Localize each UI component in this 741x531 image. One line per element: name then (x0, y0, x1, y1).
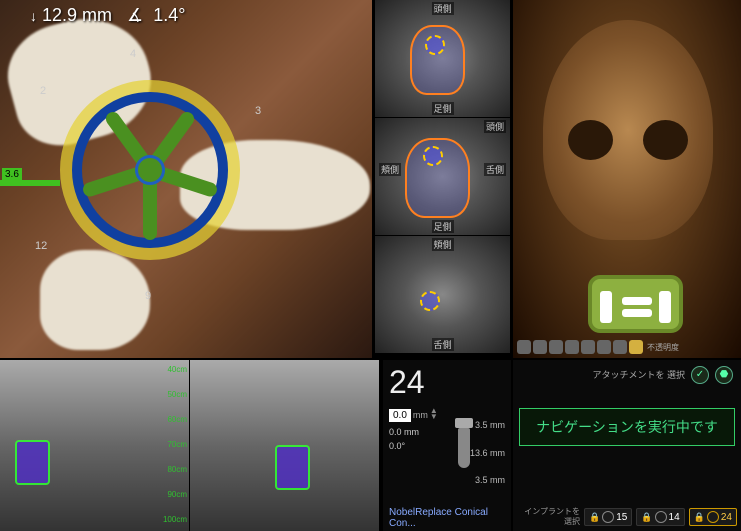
scale-tick: 60cm (167, 415, 187, 424)
offset-unit: mm (413, 410, 428, 420)
scale-tick: 100cm (163, 515, 187, 524)
confirm-button[interactable]: ✓ (691, 366, 709, 384)
skull-volume (543, 20, 713, 240)
implant-marker (425, 35, 445, 55)
surgical-guide-overlay (588, 275, 683, 333)
implant-select-label: インプラントを 選択 (517, 507, 580, 527)
depth-scale: 40cm 50cm 60cm 70cm 80cm 90cm 100cm (157, 360, 187, 531)
orient-label: 頬側 (431, 238, 453, 251)
implant-info-panel: 24 0.0mm▲▼ 0.0 mm 0.0° 3.5 mm 13.6 mm 3.… (383, 360, 511, 531)
skull-3d-view[interactable]: 不透明度 (513, 0, 741, 358)
tooth-number: 24 (389, 364, 505, 401)
scale-tick: 70cm (167, 440, 187, 449)
view-thumb[interactable] (581, 340, 595, 354)
clock-tick: 3 (255, 105, 261, 117)
orient-label: 足側 (431, 220, 453, 233)
tracking-camera-panel: 40cm 50cm 60cm 70cm 80cm 90cm 100cm (0, 360, 380, 531)
badge-icon (707, 511, 719, 523)
scale-tick: 40cm (167, 365, 187, 374)
orient-label: 頭側 (484, 120, 506, 133)
lock-icon: 🔒 (694, 512, 705, 523)
orient-label: 舌側 (484, 163, 506, 176)
measurement-readout: ↓ 12.9 mm ∡ 1.4° (30, 5, 185, 26)
tracker-marker (15, 440, 50, 485)
offset-value[interactable]: 0.0 (389, 409, 411, 422)
badge-icon (655, 511, 667, 523)
clock-tick: 12 (35, 240, 47, 252)
implant-lock-14[interactable]: 🔒 14 (636, 508, 684, 526)
attachment-label: アタッチメントを 選択 (521, 370, 685, 381)
dim-length: 13.6 mm (470, 448, 505, 458)
implant-lock-row: インプラントを 選択 🔒 15 🔒 14 🔒 24 (517, 507, 737, 527)
view-thumb[interactable] (549, 340, 563, 354)
implant-target-ring[interactable] (60, 80, 240, 260)
guide-slot (600, 291, 612, 323)
product-name: NobelReplace Conical Con... (389, 507, 511, 529)
depth-label: 3.6 (2, 168, 22, 181)
ct-slice-axial[interactable]: 頭側 足側 (375, 0, 510, 118)
implant-marker (423, 146, 443, 166)
orient-label: 舌側 (431, 338, 453, 351)
clock-tick: 2 (40, 85, 46, 97)
view-thumb[interactable] (613, 340, 627, 354)
view-thumb[interactable] (517, 340, 531, 354)
view-thumb[interactable] (565, 340, 579, 354)
tooth-num-badge: 14 (669, 512, 680, 523)
guide-slot (659, 291, 671, 323)
eye-socket (643, 120, 688, 160)
bone-region (40, 250, 150, 350)
tooth-num-badge: 24 (721, 512, 732, 523)
guide-slot (622, 309, 652, 317)
ct-slice-coronal[interactable]: 頭側 頬側 舌側 足側 (375, 118, 510, 236)
tracker-marker (275, 445, 310, 490)
orient-label: 足側 (431, 102, 453, 115)
navigation-status: ナビゲーションを実行中です (519, 408, 735, 446)
view-thumb-active[interactable] (629, 340, 643, 354)
scale-tick: 90cm (167, 490, 187, 499)
occlusal-3d-view[interactable]: ↓ 12.9 mm ∡ 1.4° 3.6 2 3 4 9 12 (0, 0, 372, 358)
ct-slice-strip: 頭側 足側 頭側 頬側 舌側 足側 頬側 舌側 (375, 0, 510, 358)
view-thumb[interactable] (597, 340, 611, 354)
attachment-option[interactable]: ⬣ (715, 366, 733, 384)
lock-icon: 🔒 (589, 512, 600, 523)
dim-width: 3.5 mm (475, 420, 505, 430)
guide-slot (622, 297, 652, 305)
orient-label: 頭側 (431, 2, 453, 15)
lock-icon: 🔒 (641, 512, 652, 523)
camera-left[interactable]: 40cm 50cm 60cm 70cm 80cm 90cm 100cm (0, 360, 190, 531)
ct-slice-sagittal[interactable]: 頬側 舌側 (375, 236, 510, 354)
implant-hub (135, 155, 165, 185)
scale-tick: 50cm (167, 390, 187, 399)
view-thumb[interactable] (533, 340, 547, 354)
eye-socket (568, 120, 613, 160)
implant-diagram (455, 418, 473, 473)
clock-tick: 9 (145, 290, 151, 302)
scale-tick: 80cm (167, 465, 187, 474)
opacity-label: 不透明度 (647, 342, 679, 353)
dim-apex: 3.5 mm (475, 475, 505, 485)
orient-label: 頬側 (379, 163, 401, 176)
implant-lock-15[interactable]: 🔒 15 (584, 508, 632, 526)
implant-marker (420, 291, 440, 311)
clock-tick: 4 (130, 48, 136, 60)
badge-icon (602, 511, 614, 523)
control-panel: アタッチメントを 選択 ✓ ⬣ ナビゲーションを実行中です インプラントを 選択… (513, 360, 741, 531)
camera-right[interactable] (190, 360, 380, 531)
stepper-arrows[interactable]: ▲▼ (430, 408, 438, 420)
view-thumbnails: 不透明度 (517, 338, 737, 356)
implant-lock-24-active[interactable]: 🔒 24 (689, 508, 737, 526)
tooth-num-badge: 15 (616, 512, 627, 523)
attachment-selector: アタッチメントを 選択 ✓ ⬣ (513, 360, 741, 390)
